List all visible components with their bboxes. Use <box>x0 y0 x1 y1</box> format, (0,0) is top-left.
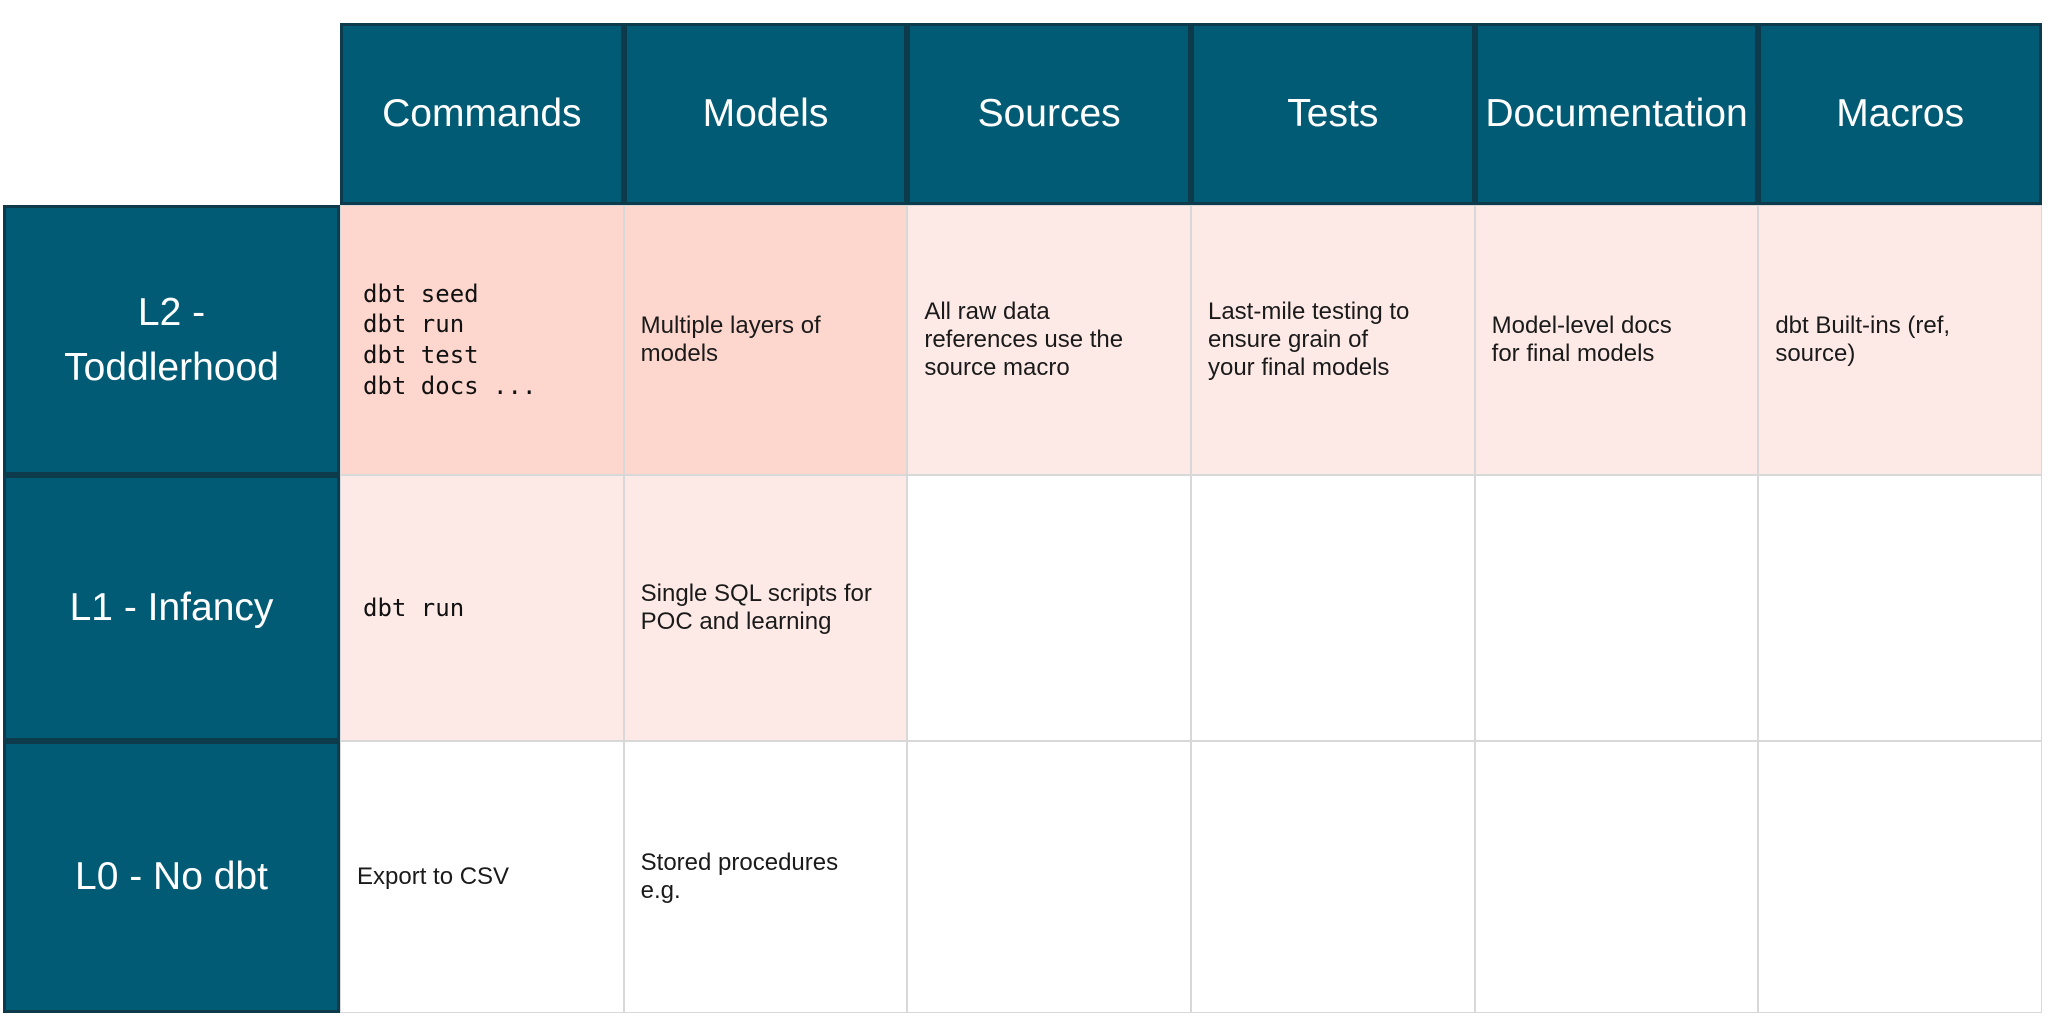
cell-text-line: POC and learning <box>640 608 832 635</box>
cell-l0-models: Stored procedures e.g. <box>623 741 908 1013</box>
corner-cell <box>3 23 340 205</box>
code-line: dbt seed <box>363 279 479 308</box>
cell-l0-sources <box>907 741 1191 1013</box>
code-line: dbt test <box>363 341 479 369</box>
row-header-line: L0 - No dbt <box>75 855 268 899</box>
cell-l2-models: Multiple layers of models <box>623 205 908 475</box>
column-header-documentation: Documentation <box>1474 23 1759 205</box>
cell-text-line: your final models <box>1207 353 1390 381</box>
column-header-commands: Commands <box>340 23 624 205</box>
cell-text-line: Export to CSV <box>357 863 510 891</box>
cell-text-line: Stored procedures <box>640 849 839 877</box>
row-header-l0-no-dbt: L0 - No dbt <box>3 741 340 1013</box>
code-line: dbt run <box>363 593 465 622</box>
cell-l2-tests: Last-mile testing to ensure grain of you… <box>1190 205 1475 475</box>
column-header-label: Macros <box>1836 92 1965 136</box>
column-header-sources: Sources <box>907 23 1191 205</box>
cell-l0-documentation <box>1474 741 1759 1013</box>
column-header-label: Commands <box>382 92 582 136</box>
row-header-l1-infancy: L1 - Infancy <box>3 475 340 741</box>
cell-text-line: Last-mile testing to <box>1207 298 1410 326</box>
cell-text-line: for final models <box>1491 340 1655 367</box>
column-header-label: Documentation <box>1485 92 1748 136</box>
cell-text-line: Model-level docs <box>1491 312 1672 340</box>
column-header-label: Sources <box>977 92 1121 136</box>
column-header-macros: Macros <box>1758 23 2042 205</box>
column-header-label: Tests <box>1287 92 1379 136</box>
cell-text-line: e.g. <box>640 877 681 904</box>
cell-text-line: dbt Built-ins (ref, <box>1775 312 1951 340</box>
row-header-line: L1 - Infancy <box>69 586 274 630</box>
column-header-label: Models <box>702 92 829 136</box>
cell-text-line: All raw data <box>924 298 1050 326</box>
cell-l2-sources: All raw data references use the source m… <box>907 205 1191 475</box>
cell-l2-documentation: Model-level docs for final models <box>1474 205 1759 475</box>
cell-l1-models: Single SQL scripts for POC and learning <box>623 475 908 741</box>
column-header-models: Models <box>623 23 908 205</box>
row-header-line: L2 - <box>137 290 206 334</box>
cell-text-line: Single SQL scripts for <box>640 580 872 608</box>
code-line: dbt docs ... <box>363 371 537 400</box>
row-header-l2-toddlerhood: L2 - Toddlerhood <box>3 205 340 475</box>
cell-l1-sources <box>907 475 1191 741</box>
cell-text-line: ensure grain of <box>1207 326 1369 354</box>
cell-text-line: models <box>640 340 719 367</box>
cell-l1-commands: dbt run <box>340 475 624 741</box>
cell-l0-commands: Export to CSV <box>340 741 624 1013</box>
cell-l2-commands: dbt seed dbt run dbt test dbt docs ... <box>340 205 624 475</box>
row-header-line: Toddlerhood <box>64 346 279 389</box>
cell-text-line: references use the <box>924 326 1124 354</box>
column-header-tests: Tests <box>1190 23 1475 205</box>
cell-l1-tests <box>1190 475 1475 741</box>
cell-text-line: Multiple layers of <box>640 312 821 340</box>
cell-l1-macros <box>1758 475 2042 741</box>
cell-text-line: source) <box>1775 340 1856 367</box>
cell-l2-macros: dbt Built-ins (ref, source) <box>1758 205 2042 475</box>
cell-l0-tests <box>1190 741 1475 1013</box>
code-line: dbt run <box>363 310 465 339</box>
cell-l1-documentation <box>1474 475 1759 741</box>
cell-text-line: source macro <box>924 353 1070 381</box>
dbt-maturity-table: Commands Models Sources Tests Documentat… <box>3 23 2042 1013</box>
cell-l0-macros <box>1758 741 2042 1013</box>
